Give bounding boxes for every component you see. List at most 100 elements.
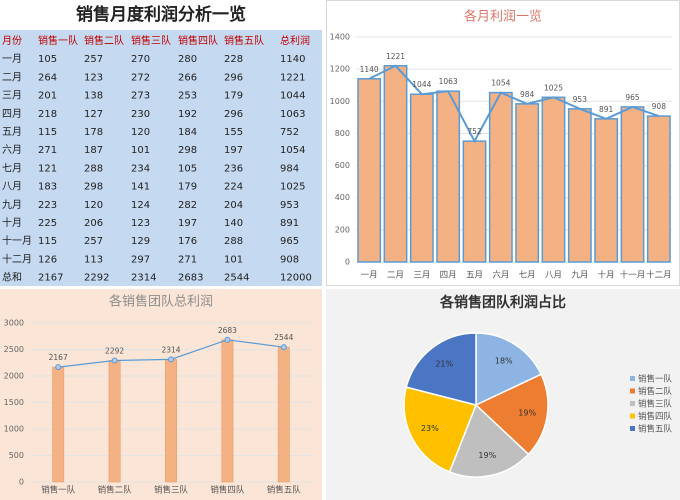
table-cell: 223: [38, 200, 57, 211]
table-cell: 123: [131, 218, 150, 229]
bar: [383, 65, 408, 263]
table-cell: 230: [131, 109, 150, 120]
table-cell: 124: [131, 200, 150, 211]
table-cell: 257: [84, 236, 103, 247]
table-cell: 2683: [178, 273, 203, 284]
y-tick-label: 800: [335, 129, 350, 138]
table-cell: 1063: [280, 109, 305, 120]
x-tick-label: 七月: [519, 271, 536, 281]
line: [368, 64, 660, 144]
table-cell: 908: [280, 254, 299, 265]
bar: [646, 115, 671, 263]
table-cell: 204: [224, 200, 243, 211]
y-tick-label: 0: [345, 258, 350, 267]
table-cell: 187: [84, 145, 103, 156]
table-cell: 273: [131, 91, 150, 102]
table-cell: 141: [131, 182, 150, 193]
table-cell: 298: [178, 145, 197, 156]
table-cell: 113: [84, 254, 103, 265]
table-cell: 十月: [2, 216, 22, 229]
table-cell: 129: [131, 236, 150, 247]
x-tick-label: 销售四队: [210, 485, 245, 496]
table-cell: 257: [84, 54, 103, 65]
table-cell: 2292: [84, 273, 109, 284]
table-cell: 296: [224, 109, 243, 120]
legend-label: 销售五队: [638, 424, 673, 435]
marker: [280, 344, 287, 351]
table-cell: 总和: [2, 271, 22, 284]
data-label: 965: [625, 93, 640, 102]
table-cell: 八月: [2, 181, 22, 193]
table-cell: 266: [178, 72, 197, 83]
bar: [488, 91, 513, 263]
table-cell: 二月: [2, 71, 22, 83]
marker: [224, 336, 231, 343]
table-cell: 271: [38, 145, 57, 156]
table-cell: 1221: [280, 72, 305, 83]
chart-panel: [0, 289, 322, 500]
bar: [620, 106, 645, 263]
table-panel: [0, 30, 322, 286]
table-cell: 127: [84, 109, 103, 120]
pie-slice: [403, 386, 478, 473]
legend-swatch: [630, 413, 635, 419]
chart-title: 各销售团队总利润: [109, 294, 213, 310]
table-cell: 228: [224, 54, 243, 65]
table-cell: 12000: [280, 273, 312, 284]
data-label: 18%: [495, 357, 513, 366]
table-cell: 176: [178, 236, 197, 247]
x-tick-label: 八月: [545, 271, 562, 281]
table-cell: 七月: [2, 162, 22, 174]
table-cell: 九月: [2, 199, 22, 211]
table-cell: 四月: [2, 108, 22, 120]
table-cell: 282: [178, 200, 197, 211]
data-label: 1140: [360, 65, 379, 74]
table-cell: 197: [224, 145, 243, 156]
table-cell: 297: [131, 254, 150, 265]
x-tick-label: 九月: [571, 271, 588, 281]
table-cell: 123: [84, 72, 103, 83]
table-cell: 五月: [2, 126, 22, 138]
table-cell: 206: [84, 218, 103, 229]
table-cell: 140: [224, 218, 243, 229]
table-cell: 192: [178, 109, 197, 120]
table-cell: 288: [84, 163, 103, 174]
table-cell: 1044: [280, 91, 305, 102]
legend-label: 销售三队: [638, 399, 673, 410]
x-tick-label: 三月: [413, 271, 430, 281]
table-cell: 1054: [280, 145, 305, 156]
chart-title: 各销售团队利润占比: [439, 294, 566, 311]
table-cell: 224: [224, 182, 243, 193]
table-cell: 984: [280, 163, 299, 174]
table-cell: 155: [224, 127, 243, 138]
table-cell: 218: [38, 109, 57, 120]
table-cell: 183: [38, 182, 57, 193]
x-tick-label: 销售五队: [267, 485, 302, 496]
table-cell: 234: [131, 163, 150, 174]
bar: [409, 93, 434, 263]
data-label: 752: [467, 127, 482, 136]
x-tick-label: 六月: [492, 270, 509, 281]
table-cell: 101: [224, 254, 243, 265]
y-tick-label: 500: [9, 451, 24, 460]
x-tick-label: 销售二队: [98, 485, 133, 496]
bar: [594, 118, 619, 263]
table-cell: 184: [178, 127, 197, 138]
x-tick-label: 销售三队: [154, 485, 189, 496]
bar: [357, 78, 382, 263]
data-label: 953: [573, 95, 588, 104]
x-tick-label: 十一月: [620, 270, 646, 281]
data-label: 2683: [218, 326, 237, 335]
x-tick-label: 销售一队: [41, 485, 76, 496]
table-cell: 272: [131, 72, 150, 83]
y-tick-label: 400: [335, 193, 350, 202]
data-label: 908: [652, 102, 667, 111]
table-cell: 1140: [280, 54, 305, 65]
table-cell: 178: [84, 127, 103, 138]
data-label: 2314: [161, 345, 180, 354]
pie-slice: [405, 332, 477, 406]
legend-swatch: [630, 376, 635, 381]
table-cell: 236: [224, 163, 243, 174]
table-cell: 197: [178, 218, 197, 229]
